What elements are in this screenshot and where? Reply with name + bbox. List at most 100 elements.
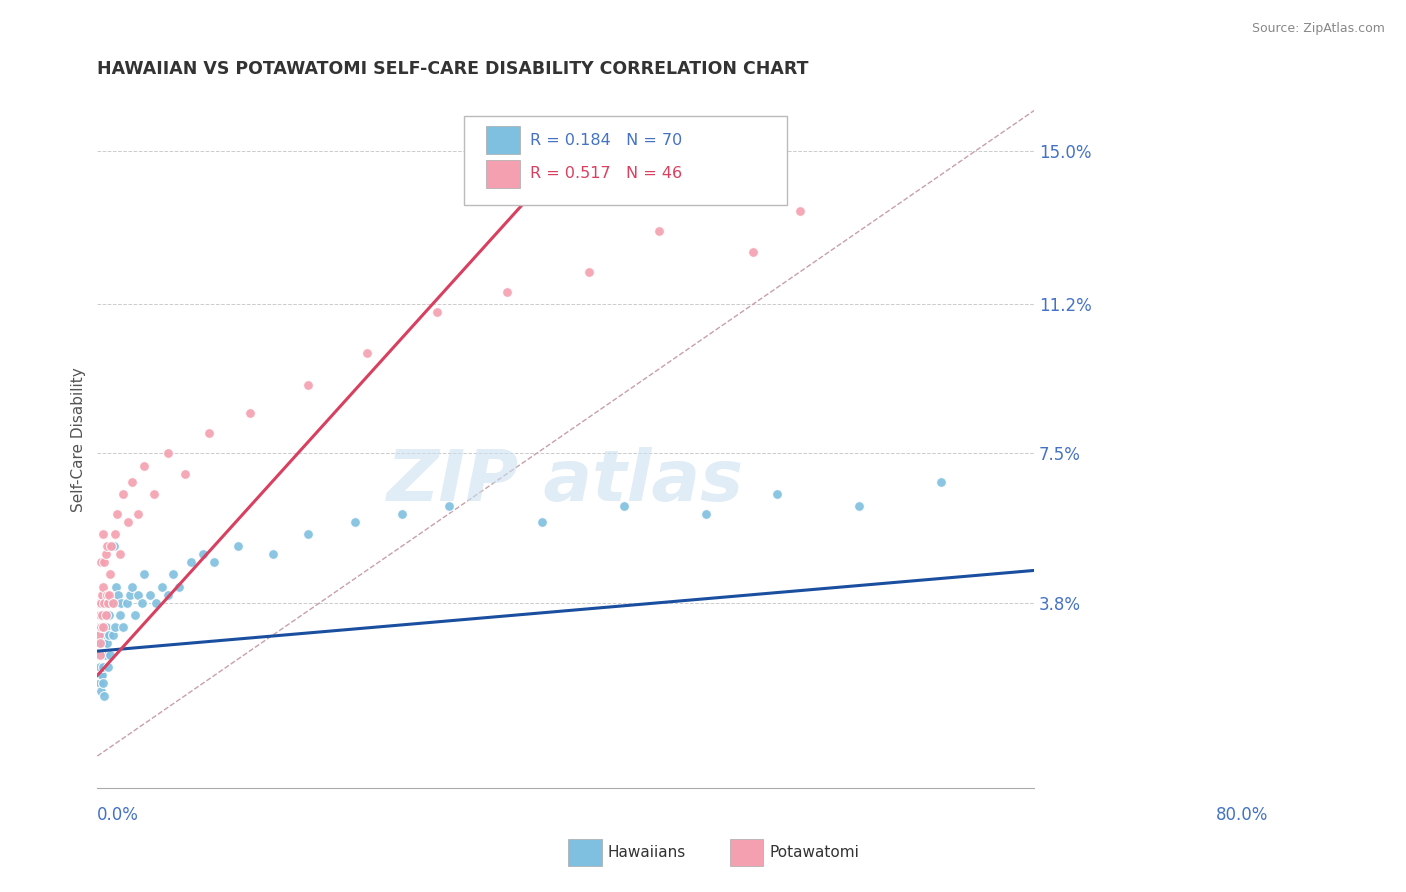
Point	[110, 596, 132, 610]
Point	[97, 660, 120, 674]
Text: Hawaiians: Hawaiians	[607, 846, 686, 860]
Point	[695, 184, 717, 198]
Point	[929, 475, 952, 489]
Point	[169, 580, 191, 594]
Point	[105, 507, 128, 521]
Point	[789, 204, 811, 219]
Point	[117, 515, 139, 529]
Point	[97, 596, 120, 610]
Point	[89, 607, 111, 622]
Point	[89, 660, 111, 674]
Point	[98, 588, 121, 602]
Point	[91, 620, 114, 634]
Point	[124, 607, 146, 622]
Point	[93, 596, 115, 610]
Point	[94, 607, 117, 622]
Point	[848, 499, 870, 513]
Point	[191, 547, 214, 561]
Point	[297, 377, 319, 392]
Point	[156, 446, 179, 460]
Point	[180, 555, 202, 569]
Point	[496, 285, 519, 299]
Point	[156, 588, 179, 602]
Point	[89, 636, 111, 650]
Point	[90, 668, 112, 682]
Point	[91, 676, 114, 690]
Point	[93, 628, 115, 642]
Point	[239, 406, 262, 420]
Point	[120, 588, 142, 602]
Point	[91, 620, 114, 634]
Y-axis label: Self-Care Disability: Self-Care Disability	[72, 367, 86, 512]
Point	[90, 596, 112, 610]
Point	[93, 648, 115, 662]
Point	[100, 539, 122, 553]
Point	[197, 426, 219, 441]
Point	[343, 515, 366, 529]
Point	[150, 580, 173, 594]
Point	[90, 620, 112, 634]
Text: 0.0%: 0.0%	[97, 805, 139, 823]
Text: HAWAIIAN VS POTAWATOMI SELF-CARE DISABILITY CORRELATION CHART: HAWAIIAN VS POTAWATOMI SELF-CARE DISABIL…	[97, 60, 808, 78]
Point	[94, 648, 117, 662]
Point	[98, 648, 121, 662]
Point	[91, 607, 114, 622]
Point	[90, 555, 112, 569]
Text: R = 0.184   N = 70: R = 0.184 N = 70	[530, 133, 682, 147]
Point	[297, 527, 319, 541]
Point	[93, 689, 115, 703]
Point	[104, 527, 127, 541]
Point	[134, 567, 156, 582]
Point	[107, 588, 129, 602]
Point	[437, 499, 460, 513]
Point	[108, 547, 131, 561]
Point	[139, 588, 162, 602]
Point	[96, 607, 118, 622]
Point	[93, 555, 115, 569]
Point	[356, 345, 378, 359]
Point	[91, 596, 114, 610]
Point	[112, 620, 135, 634]
Point	[94, 547, 117, 561]
Point	[174, 467, 197, 481]
Point	[91, 588, 114, 602]
Point	[648, 225, 671, 239]
Point	[765, 487, 787, 501]
Point	[96, 588, 118, 602]
Point	[89, 628, 111, 642]
Point	[103, 539, 125, 553]
Point	[578, 265, 600, 279]
Point	[96, 539, 118, 553]
Text: R = 0.517   N = 46: R = 0.517 N = 46	[530, 167, 682, 181]
Point	[91, 668, 114, 682]
Point	[101, 596, 124, 610]
Point	[121, 475, 143, 489]
Point	[531, 515, 554, 529]
Point	[105, 580, 128, 594]
Point	[121, 580, 143, 594]
Text: ZIP atlas: ZIP atlas	[387, 447, 744, 516]
Point	[94, 620, 117, 634]
Point	[98, 628, 121, 642]
Point	[204, 555, 226, 569]
Point	[108, 607, 131, 622]
Point	[115, 596, 138, 610]
Point	[127, 588, 149, 602]
Point	[96, 636, 118, 650]
Point	[87, 628, 110, 642]
Point	[87, 628, 110, 642]
Point	[742, 244, 765, 259]
Point	[426, 305, 449, 319]
Point	[112, 487, 135, 501]
Point	[87, 620, 110, 634]
Point	[89, 676, 111, 690]
Point	[91, 660, 114, 674]
Point	[100, 596, 122, 610]
Point	[90, 684, 112, 698]
Point	[98, 567, 121, 582]
Point	[90, 636, 112, 650]
Point	[134, 458, 156, 473]
Point	[91, 580, 114, 594]
Point	[91, 527, 114, 541]
Point	[262, 547, 284, 561]
